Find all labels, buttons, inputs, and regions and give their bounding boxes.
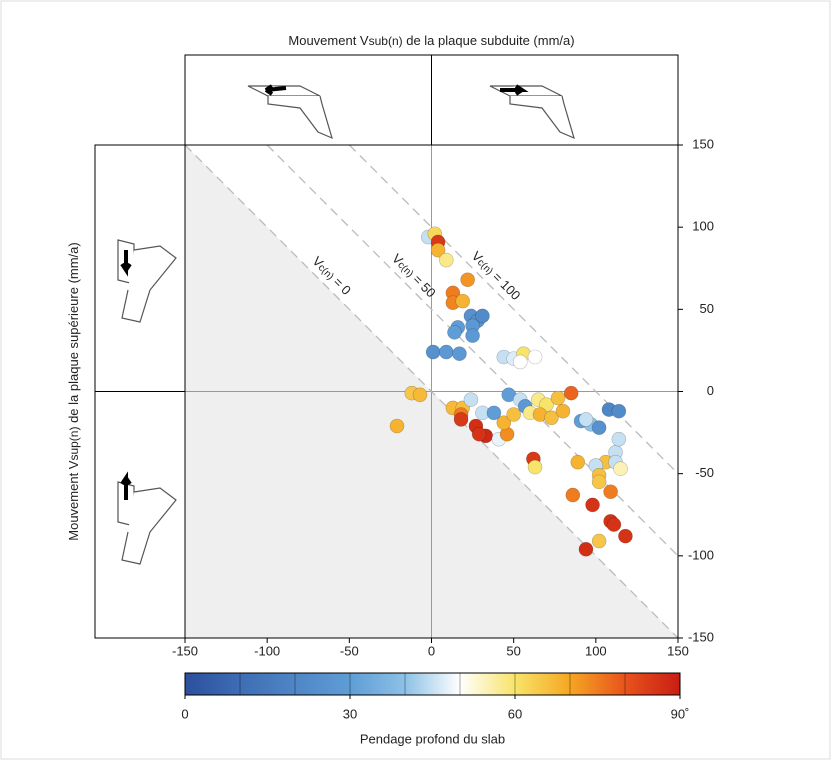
point	[460, 272, 475, 288]
point	[463, 392, 479, 408]
x-tick-label: -100	[254, 643, 280, 658]
chart-title-part: sub(n)	[369, 34, 403, 48]
point	[506, 407, 521, 422]
y-tick-label: 0	[707, 383, 714, 398]
point	[611, 431, 627, 447]
colorbar-label: Pendage profond du slab	[360, 731, 505, 746]
icon-arrow	[264, 84, 287, 96]
y-tick-label: 50	[700, 301, 714, 316]
x-tick-label: -50	[340, 643, 359, 658]
point	[438, 252, 454, 268]
point	[455, 293, 471, 309]
y-axis-label-part: de la plaque supérieure (mm/a)	[66, 242, 81, 426]
point	[539, 397, 554, 412]
chart-title-part: Mouvement V	[288, 33, 369, 48]
colorbar-tick-label: 60	[508, 706, 522, 721]
point	[603, 484, 618, 500]
point	[412, 387, 428, 403]
colorbar	[184, 672, 681, 696]
icon-arrow	[120, 471, 132, 500]
chart-title: Mouvement Vsub(n) de la plaque subduite …	[288, 33, 574, 48]
colorbar-tick-label: 30	[343, 706, 357, 721]
icon-arrow	[120, 250, 132, 277]
point	[578, 412, 594, 427]
point	[430, 242, 446, 258]
point	[613, 461, 628, 477]
y-axis-label-part: Mouvement V	[66, 460, 81, 541]
icons	[117, 84, 575, 565]
point	[486, 405, 502, 421]
y-tick-label: -50	[695, 465, 714, 480]
x-tick-label: 50	[506, 643, 520, 658]
colorbar-tick-label: 0	[181, 706, 188, 721]
point	[452, 346, 467, 362]
point	[563, 385, 579, 401]
point	[496, 415, 512, 431]
icon-slab	[509, 95, 575, 140]
point	[570, 454, 586, 470]
vc-line	[348, 144, 679, 475]
x-tick-label: 100	[585, 643, 607, 658]
y-axis-label-part: sup(n)	[67, 427, 81, 461]
point	[389, 418, 405, 434]
point	[578, 541, 594, 557]
y-tick-label: 150	[692, 136, 714, 151]
x-tick-label: 150	[667, 643, 689, 658]
icon-slab	[267, 95, 333, 140]
point	[611, 403, 627, 419]
point	[527, 459, 543, 475]
chart-title-part: de la plaque subduite (mm/a)	[403, 33, 575, 48]
point	[585, 497, 600, 513]
icon-slab	[121, 487, 177, 565]
y-tick-label: -100	[688, 547, 714, 562]
y-axis-label: Mouvement Vsup(n) de la plaque supérieur…	[66, 242, 81, 540]
point	[591, 533, 607, 549]
point	[453, 412, 469, 427]
point	[471, 426, 487, 442]
x-tick-label: 0	[428, 643, 435, 658]
point	[544, 410, 559, 426]
point	[555, 403, 571, 419]
point	[591, 420, 607, 435]
x-tick-label: -150	[172, 643, 198, 658]
vc-line	[184, 144, 679, 639]
point	[550, 390, 566, 406]
point	[425, 344, 441, 360]
y-tick-label: -150	[688, 629, 714, 644]
icon-arrow	[500, 84, 529, 96]
point	[606, 517, 622, 532]
y-tick-label: 100	[692, 219, 714, 234]
point	[565, 487, 581, 503]
point	[475, 308, 490, 324]
point	[591, 474, 607, 490]
point	[527, 349, 543, 365]
point	[618, 528, 633, 544]
point	[465, 328, 480, 343]
icon-slab	[121, 245, 177, 323]
colorbar-tick-label: 90˚	[671, 706, 690, 721]
point	[438, 344, 454, 360]
point	[447, 325, 462, 340]
point	[512, 354, 528, 370]
